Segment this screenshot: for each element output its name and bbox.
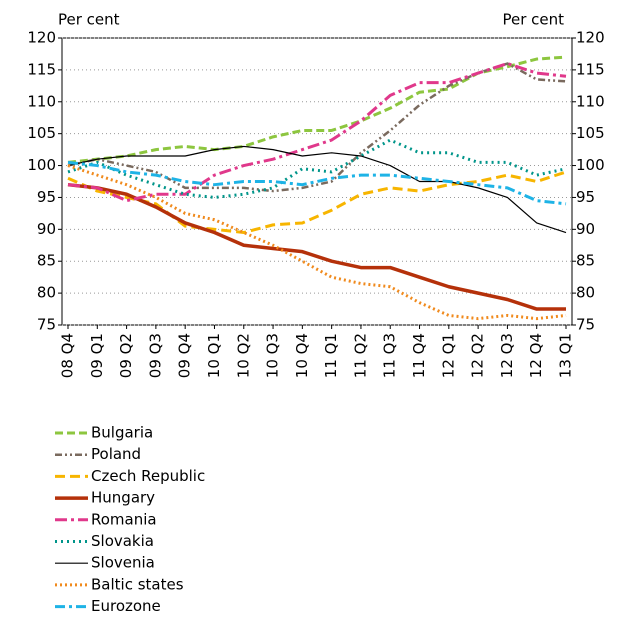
- legend-label: Bulgaria: [91, 424, 153, 442]
- y2-tick-label: 80: [576, 284, 595, 302]
- series-line: [67, 145, 567, 234]
- x-tick-label: 12 Q4: [527, 333, 545, 378]
- y2-tick-label: 110: [576, 92, 605, 110]
- y-tick-label: 90: [37, 220, 56, 238]
- series-line: [67, 160, 567, 206]
- series-line: [67, 182, 566, 311]
- x-tick-label: 10 Q2: [234, 333, 252, 378]
- legend-label: Eurozone: [91, 597, 161, 615]
- y2-tick-label: 100: [576, 156, 605, 174]
- series-line: [67, 62, 567, 193]
- x-tick-label: 12 Q1: [439, 333, 457, 378]
- x-tick-label: 10 Q4: [293, 333, 311, 378]
- y2-tick-label: 95: [576, 188, 595, 206]
- legend-label: Slovakia: [91, 532, 154, 550]
- x-tick-label: 10 Q1: [205, 333, 223, 378]
- x-tick-label: 10 Q3: [264, 333, 282, 378]
- x-tick-label: 09 Q4: [176, 333, 194, 378]
- legend-label: Hungary: [91, 489, 155, 507]
- series-line: [67, 62, 567, 203]
- series-line: [67, 170, 567, 235]
- x-tick-label: 09 Q1: [88, 333, 106, 378]
- y-tick-label: 75: [37, 316, 56, 334]
- x-tick-label: 11 Q4: [410, 333, 428, 378]
- x-tick-label: 11 Q2: [351, 333, 369, 378]
- x-tick-label: 11 Q1: [322, 333, 340, 378]
- legend-label: Poland: [91, 445, 141, 463]
- y-tick-label: 115: [27, 60, 56, 78]
- legend-label: Baltic states: [91, 575, 184, 593]
- series-line: [67, 164, 567, 321]
- y2-tick-label: 90: [576, 220, 595, 238]
- y-tick-label: 110: [27, 92, 56, 110]
- y2-axis-label: Per cent: [502, 11, 564, 29]
- y-tick-label: 100: [27, 156, 56, 174]
- y-tick-label: 80: [37, 284, 56, 302]
- x-tick-label: 13 Q1: [557, 333, 575, 378]
- legend-label: Romania: [91, 510, 157, 528]
- x-tick-label: 09 Q2: [117, 333, 135, 378]
- y2-tick-label: 105: [576, 124, 605, 142]
- x-tick-label: 08 Q4: [59, 333, 77, 378]
- legend-label: Czech Republic: [91, 467, 205, 485]
- y-tick-label: 95: [37, 188, 56, 206]
- y2-tick-label: 85: [576, 252, 595, 270]
- y-tick-label: 105: [27, 124, 56, 142]
- x-tick-label: 12 Q3: [498, 333, 516, 378]
- x-tick-label: 09 Q3: [146, 333, 164, 378]
- series-line: [67, 55, 567, 164]
- y-tick-label: 85: [37, 252, 56, 270]
- y-axis-label: Per cent: [58, 11, 120, 29]
- y2-tick-label: 75: [576, 316, 595, 334]
- legend-label: Slovenia: [91, 554, 155, 572]
- y2-tick-label: 115: [576, 60, 605, 78]
- y2-tick-label: 120: [576, 29, 605, 47]
- x-tick-label: 12 Q2: [469, 333, 487, 378]
- y-tick-label: 120: [27, 29, 56, 47]
- x-tick-label: 11 Q3: [381, 333, 399, 378]
- plot-frame: [61, 37, 573, 326]
